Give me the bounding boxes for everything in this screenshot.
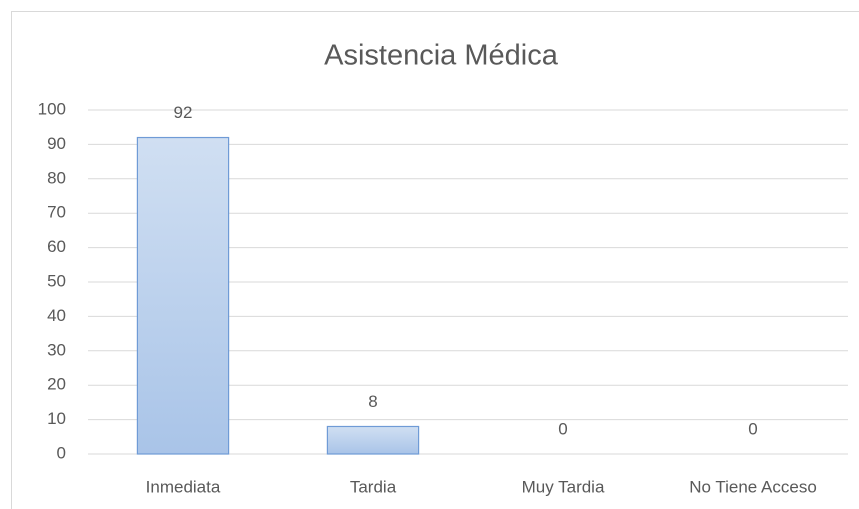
chart-title: Asistencia Médica — [324, 40, 559, 72]
y-tick-label: 90 — [47, 134, 66, 153]
data-label: 8 — [368, 392, 377, 411]
y-tick-label: 80 — [47, 168, 66, 187]
y-tick-label: 20 — [47, 375, 66, 394]
y-tick-label: 10 — [47, 409, 66, 428]
y-tick-label: 0 — [57, 443, 66, 462]
y-tick-label: 30 — [47, 340, 66, 359]
data-label: 0 — [748, 419, 757, 438]
data-label: 92 — [174, 103, 193, 122]
y-tick-label: 60 — [47, 237, 66, 256]
x-tick-label: No Tiene Acceso — [689, 477, 817, 496]
x-tick-label: Tardia — [350, 477, 397, 496]
chart-frame — [11, 11, 859, 509]
y-tick-label: 40 — [47, 306, 66, 325]
bar — [136, 136, 230, 455]
y-tick-label: 100 — [38, 99, 66, 118]
y-tick-label: 50 — [47, 271, 66, 290]
data-label: 0 — [558, 419, 567, 438]
x-tick-label: Muy Tardia — [522, 477, 605, 496]
y-tick-label: 70 — [47, 203, 66, 222]
bar — [326, 425, 420, 455]
x-tick-label: Inmediata — [146, 477, 221, 496]
